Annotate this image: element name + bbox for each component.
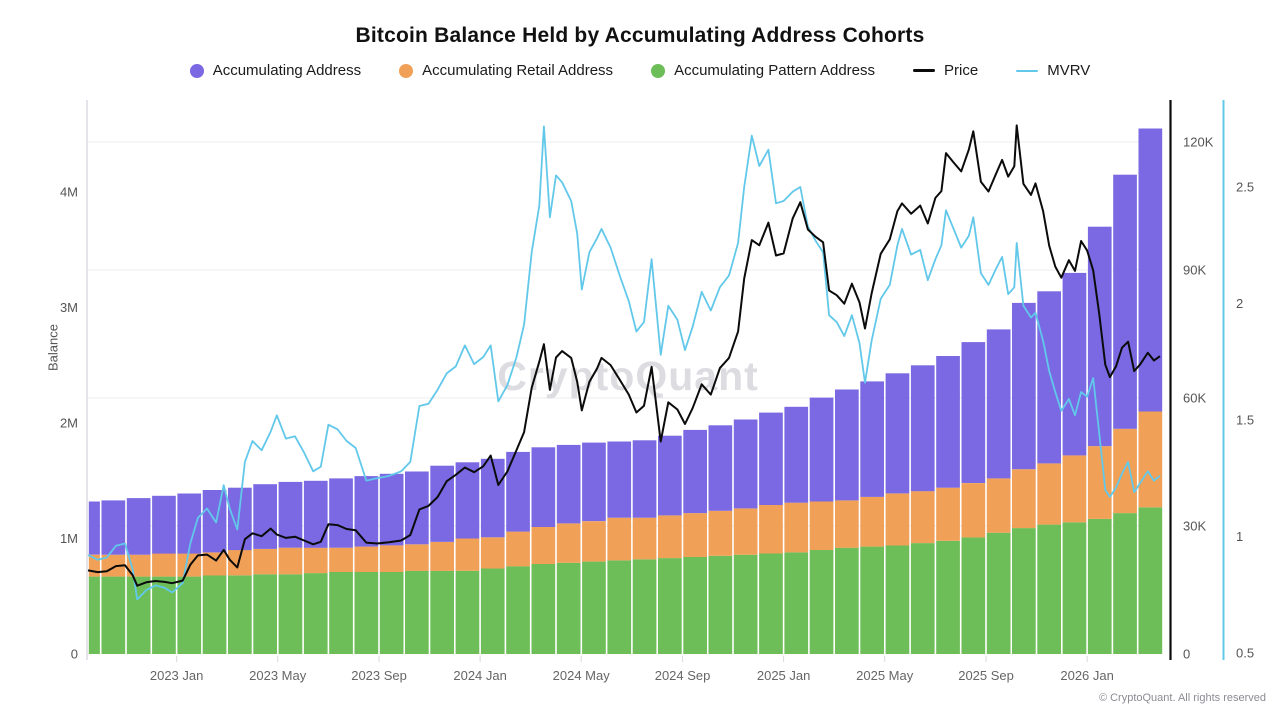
mvrv-line [87, 125, 1161, 601]
svg-text:2025 May: 2025 May [856, 668, 914, 683]
svg-text:0: 0 [71, 647, 78, 662]
svg-text:2M: 2M [60, 416, 78, 431]
svg-text:0: 0 [1183, 647, 1190, 662]
bar-series-accumulating-retail-address[interactable] [88, 411, 1163, 577]
svg-text:3M: 3M [60, 300, 78, 315]
svg-text:2024 Jan: 2024 Jan [453, 668, 507, 683]
svg-text:2025 Sep: 2025 Sep [958, 668, 1014, 683]
svg-text:1M: 1M [60, 531, 78, 546]
legend-item-accumulating-retail-address[interactable]: Accumulating Retail Address [399, 62, 613, 79]
svg-text:60K: 60K [1183, 391, 1206, 406]
svg-text:1: 1 [1236, 529, 1243, 544]
chart-legend: Accumulating Address Accumulating Retail … [0, 62, 1280, 79]
svg-text:2023 May: 2023 May [249, 668, 307, 683]
svg-text:0.5: 0.5 [1236, 646, 1254, 661]
legend-item-mvrv[interactable]: MVRV [1016, 62, 1090, 79]
legend-item-accumulating-pattern-address[interactable]: Accumulating Pattern Address [651, 62, 875, 79]
svg-text:120K: 120K [1183, 135, 1214, 150]
svg-text:2026 Jan: 2026 Jan [1060, 668, 1114, 683]
legend-item-accumulating-address[interactable]: Accumulating Address [189, 62, 362, 79]
svg-text:30K: 30K [1183, 519, 1206, 534]
svg-text:2.5: 2.5 [1236, 180, 1254, 195]
legend-item-label: MVRV [1047, 62, 1091, 79]
legend-item-price[interactable]: Price [913, 62, 978, 79]
legend-item-label: Price [944, 62, 979, 79]
chart-title: Bitcoin Balance Held by Accumulating Add… [355, 24, 925, 47]
svg-text:2023 Jan: 2023 Jan [150, 668, 204, 683]
svg-text:2023 Sep: 2023 Sep [351, 668, 407, 683]
legend-line-icon [1016, 69, 1039, 72]
legend-dot-icon [399, 63, 414, 78]
svg-text:2024 May: 2024 May [553, 668, 611, 683]
legend-item-label: Accumulating Pattern Address [674, 62, 876, 79]
svg-text:2025 Jan: 2025 Jan [757, 668, 811, 683]
price-line [87, 124, 1161, 587]
svg-text:4M: 4M [60, 185, 78, 200]
balance-axis-title: Balance [45, 324, 61, 371]
svg-text:1.5: 1.5 [1236, 413, 1254, 428]
axis-tick-labels: 0 1M 2M 3M 4M 0 30K 60K 90K 120K 0.5 1 1.5 2 2.5 2023 J… [60, 135, 1254, 684]
legend-dot-icon [651, 63, 666, 78]
legend-item-label: Accumulating Retail Address [422, 62, 614, 79]
svg-text:2: 2 [1236, 296, 1243, 311]
svg-text:90K: 90K [1183, 263, 1206, 278]
bar-series-accumulating-pattern-address[interactable] [88, 507, 1163, 654]
legend-dot-icon [189, 63, 204, 78]
legend-line-icon [913, 69, 936, 72]
copyright-text: © CryptoQuant. All rights reserved [1098, 692, 1266, 704]
legend-item-label: Accumulating Address [212, 62, 362, 79]
svg-text:2024 Sep: 2024 Sep [655, 668, 711, 683]
